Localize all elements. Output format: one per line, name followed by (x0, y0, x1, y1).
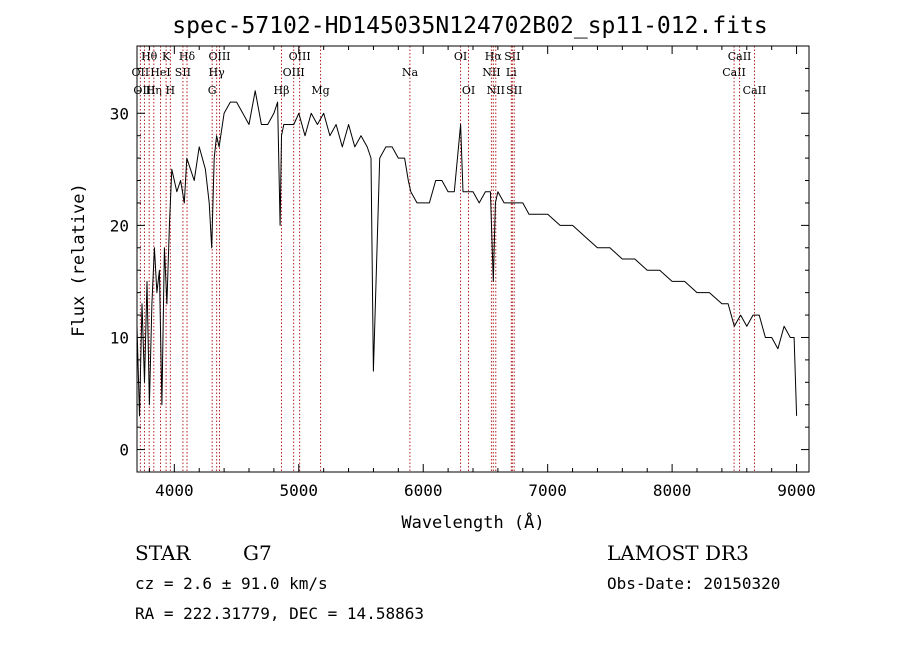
y-tick-label: 20 (110, 216, 129, 235)
spectral-line-label: OIII (289, 50, 311, 63)
plot-frame (136, 45, 810, 473)
spectral-line-label: OIII (133, 84, 155, 97)
coordinates: RA = 222.31779, DEC = 14.58863 (135, 604, 424, 623)
x-tick-label: 9000 (777, 481, 816, 500)
spectral-line-label: OIII (208, 50, 230, 63)
spectral-line-label: HeI (150, 66, 170, 79)
spectral-line-label: G (208, 84, 217, 97)
x-tick-label: 4000 (155, 481, 194, 500)
x-tick-label: 8000 (653, 481, 692, 500)
spectral-line-label: CaII (722, 66, 746, 79)
object-class: STAR (135, 541, 191, 565)
spectral-line-label: NII (482, 66, 500, 79)
x-tick-label: 5000 (280, 481, 319, 500)
spectral-line-label: Hα (485, 50, 503, 63)
spectral-line-label: OIII (283, 66, 305, 79)
y-axis-label: Flux (relative) (69, 183, 89, 337)
x-axis-ticks: 4000 5000 6000 7000 8000 9000 (148, 46, 816, 500)
spectrum-series (136, 90, 798, 417)
spectral-line-label: OII (132, 66, 150, 79)
spectral-line-label: Hθ (141, 50, 158, 63)
y-tick-label: 30 (110, 104, 129, 123)
spectral-line-label: SII (506, 84, 522, 97)
x-tick-label: 7000 (528, 481, 567, 500)
y-tick-label: 10 (110, 328, 129, 347)
spectral-line-label: OI (454, 50, 467, 63)
spectral-line-label: NII (487, 84, 505, 97)
spectral-line-label: SII (175, 66, 191, 79)
y-tick-label: 0 (119, 441, 129, 460)
spectral-line-label: Mg (311, 84, 329, 97)
spectral-line-label: Na (402, 66, 419, 79)
spectrum-line (136, 90, 798, 417)
spectral-line-label: H (166, 84, 176, 97)
object-subclass: G7 (243, 541, 272, 565)
y-axis-ticks: 0 10 20 30 (110, 45, 809, 460)
spectral-line-label: K (162, 50, 171, 63)
survey-name: LAMOST DR3 (607, 541, 749, 565)
spectral-line-label: CaII (728, 50, 752, 63)
spectral-line-label: Hβ (274, 84, 290, 97)
spectral-line-label: Hδ (179, 50, 196, 63)
spectral-line-label: Li (506, 66, 517, 79)
spectral-line-label: OI (462, 84, 475, 97)
observation-date: Obs-Date: 20150320 (607, 574, 780, 593)
spectral-line-markers: HθOIIOIIIHηHeIKHSIIHδGOIIIHγHβOIIIOIIIMg… (132, 46, 767, 472)
chart-title: spec-57102-HD145035N124702B02_sp11-012.f… (172, 13, 767, 39)
x-axis-label: Wavelength (Å) (401, 511, 544, 533)
spectral-line-label: Hγ (209, 66, 226, 79)
spectral-line-label: Hη (146, 84, 162, 97)
spectral-line-label: CaII (743, 84, 767, 97)
spectral-line-label: SII (504, 50, 520, 63)
redshift-cz: cz = 2.6 ± 91.0 km/s (135, 574, 328, 593)
x-tick-label: 6000 (404, 481, 443, 500)
